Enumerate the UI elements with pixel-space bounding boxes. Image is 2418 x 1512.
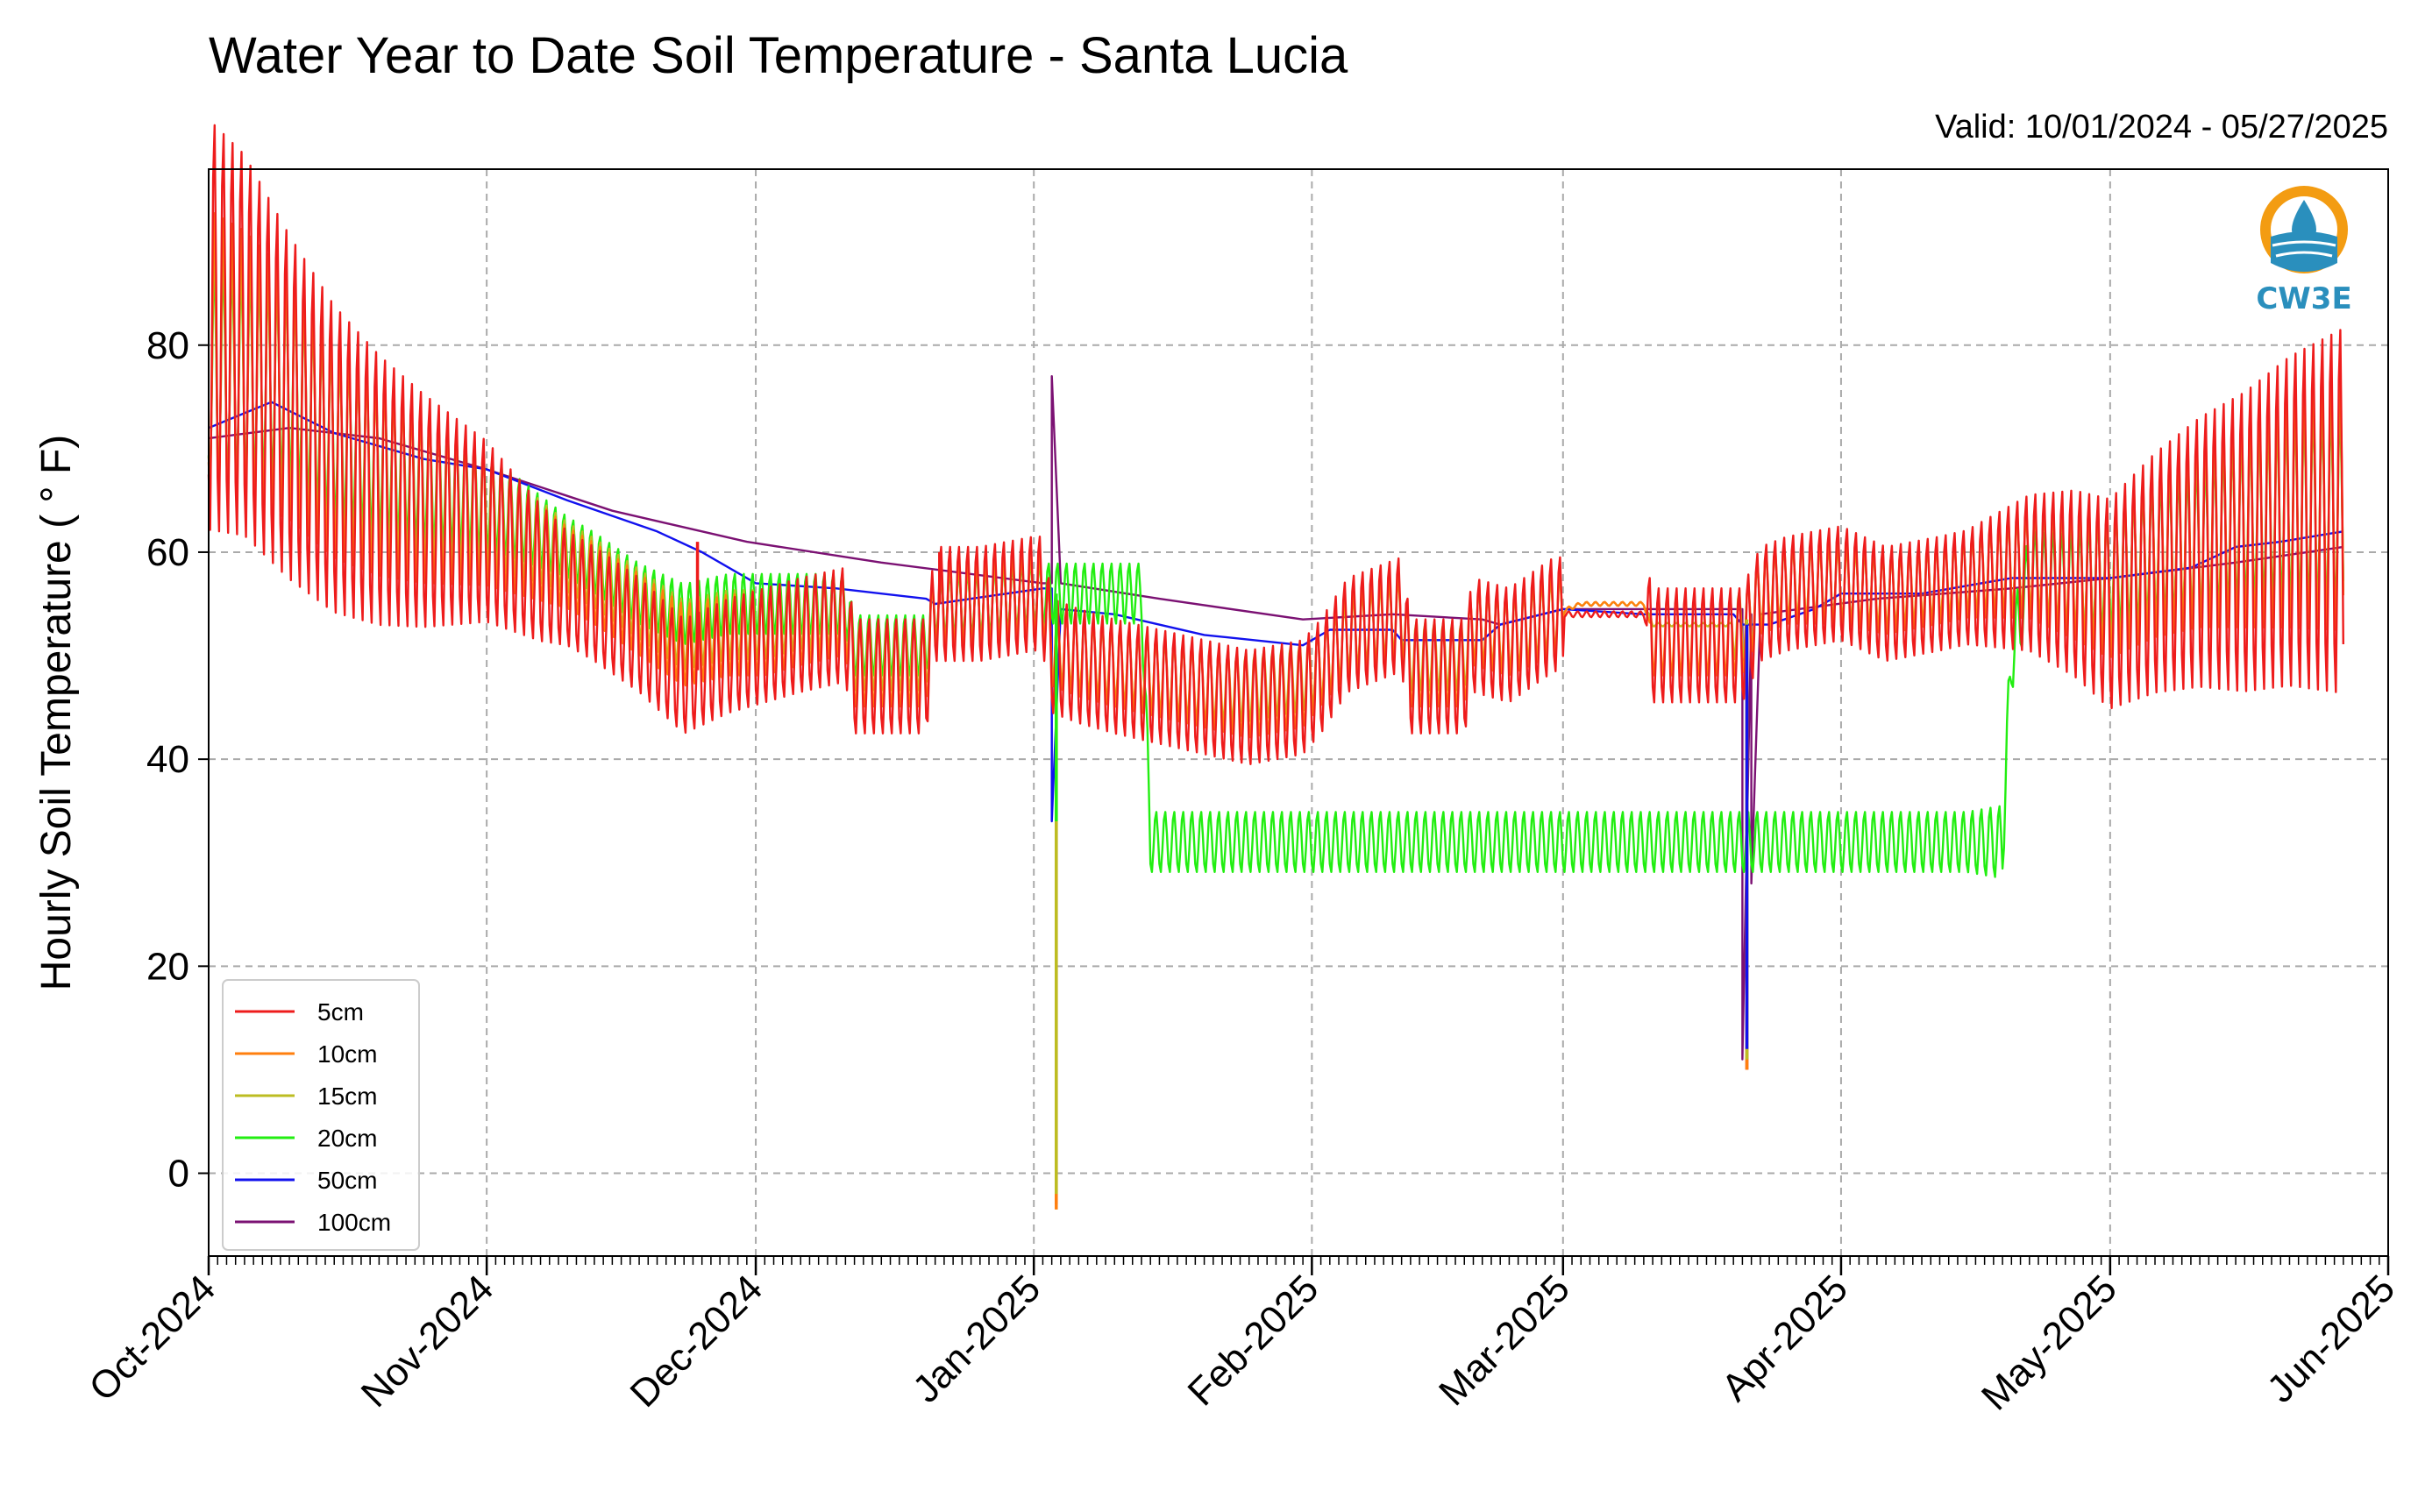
water-drop-logo-icon <box>2260 186 2348 273</box>
plot-frame <box>208 168 2389 1257</box>
series-line-20cm <box>207 268 2344 878</box>
series-lines <box>207 124 2344 1210</box>
y-tick-label: 20 <box>146 945 189 988</box>
legend-box <box>222 979 420 1251</box>
series-line-10cm <box>207 212 2344 739</box>
y-axis-label: Hourly Soil Temperature ( ° F) <box>33 435 80 991</box>
legend-entry: 10cm <box>317 1040 377 1068</box>
x-tick-label: Oct-2024 <box>81 1267 224 1409</box>
legend-entry: 50cm <box>317 1167 377 1194</box>
x-tick-label: Mar-2025 <box>1431 1267 1578 1414</box>
y-tick-label: 0 <box>168 1153 189 1196</box>
x-tick-label: May-2025 <box>1974 1267 2125 1418</box>
logo-text: CW3E <box>2256 281 2351 316</box>
grid-lines <box>209 169 2388 1256</box>
x-tick-label: Jun-2025 <box>2259 1267 2403 1410</box>
x-tick-label: Feb-2025 <box>1180 1267 1327 1414</box>
x-tick-label: Apr-2025 <box>1713 1267 1856 1409</box>
y-tick-label: 60 <box>146 531 189 574</box>
legend: 5cm 10cm 15cm 20cm 50cm 100cm <box>222 979 420 1251</box>
chart-subtitle: Valid: 10/01/2024 - 05/27/2025 <box>1935 109 2388 146</box>
x-tick-label: Nov-2024 <box>353 1267 502 1416</box>
legend-entry: 5cm <box>317 998 364 1026</box>
legend-entry: 15cm <box>317 1083 377 1110</box>
y-tick-label: 40 <box>146 738 189 781</box>
legend-entry: 100cm <box>317 1209 391 1236</box>
legend-entry: 20cm <box>317 1125 377 1152</box>
chart-title: Water Year to Date Soil Temperature - Sa… <box>209 27 1348 84</box>
series-line-5cm <box>207 124 2344 765</box>
x-tick-label: Jan-2025 <box>905 1267 1049 1410</box>
cw3e-logo: CW3E <box>2256 186 2352 316</box>
y-tick-label: 80 <box>146 324 189 367</box>
x-tick-label: Dec-2024 <box>622 1267 772 1416</box>
